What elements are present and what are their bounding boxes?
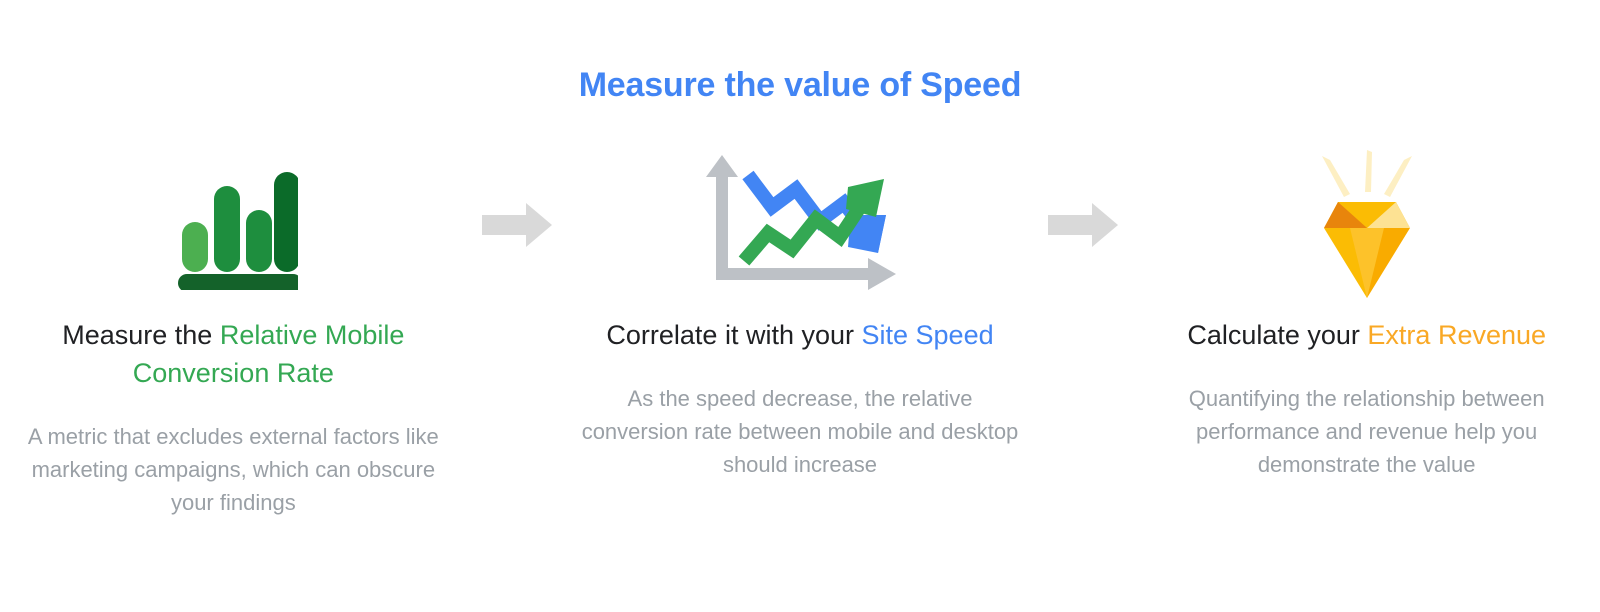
steps-container: Measure the Relative Mobile Conversion R… [0,150,1600,519]
step-heading: Correlate it with your Site Speed [606,316,993,354]
step-heading-accent: Relative Mobile Conversion Rate [132,320,405,388]
step-heading-prefix: Measure the [62,320,220,350]
bar-chart-icon [118,150,348,300]
connector-arrow-2 [1033,150,1133,300]
step-calculate-extra-revenue: Calculate your Extra Revenue Quantifying… [1133,150,1600,481]
step-body: A metric that excludes external factors … [27,424,439,515]
page-title: Measure the value of Speed [578,66,1022,104]
step-body: As the speed decrease, the relative conv… [581,386,1019,477]
step-heading: Calculate your Extra Revenue [1187,316,1546,354]
arrow-right-icon [1048,203,1119,247]
step-body: Quantifying the relationship between per… [1188,386,1545,477]
line-chart-crossing-arrows-icon [685,150,915,300]
connector-arrow-1 [467,150,567,300]
step-measure-relative-mobile-conversion-rate: Measure the Relative Mobile Conversion R… [0,150,467,519]
step-heading-accent: Extra Revenue [1367,320,1547,350]
step-heading: Measure the Relative Mobile Conversion R… [23,316,443,392]
diamond-sparkle-icon [1252,150,1482,300]
arrow-right-icon [481,203,552,247]
step-heading-prefix: Correlate it with your [606,320,862,350]
step-correlate-site-speed: Correlate it with your Site Speed As the… [567,150,1034,481]
step-heading-accent: Site Speed [861,320,994,350]
sparkle-rays [1321,150,1412,197]
step-heading-prefix: Calculate your [1187,320,1368,350]
